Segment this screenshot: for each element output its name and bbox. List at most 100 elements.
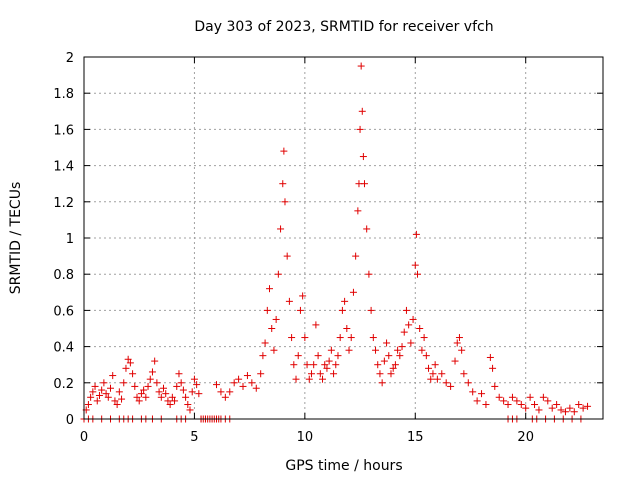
- data-point: [433, 375, 441, 383]
- data-point: [422, 352, 430, 360]
- data-point: [398, 343, 406, 351]
- y-tick-label: 1.2: [53, 196, 74, 211]
- data-point: [387, 370, 395, 378]
- data-point: [402, 306, 410, 314]
- data-point: [193, 381, 201, 389]
- data-point: [179, 386, 187, 394]
- data-point: [301, 334, 309, 342]
- x-tick-label: 15: [407, 430, 424, 445]
- data-point: [115, 388, 123, 396]
- data-point: [347, 334, 355, 342]
- data-point: [451, 357, 459, 365]
- data-point: [391, 361, 399, 369]
- data-point: [252, 384, 260, 392]
- data-point: [137, 390, 145, 398]
- data-point: [489, 364, 497, 372]
- data-point: [129, 370, 137, 378]
- data-point: [283, 252, 291, 260]
- data-point: [175, 370, 183, 378]
- data-point: [575, 401, 583, 409]
- data-point: [213, 381, 221, 389]
- data-point: [500, 397, 508, 405]
- data-point: [111, 397, 119, 405]
- data-point: [279, 180, 287, 188]
- data-point: [164, 397, 172, 405]
- data-point: [162, 390, 170, 398]
- data-point: [95, 391, 103, 399]
- data-point: [310, 361, 318, 369]
- data-point: [427, 375, 435, 383]
- data-point: [221, 393, 229, 401]
- data-point: [84, 401, 92, 409]
- data-point: [166, 401, 174, 409]
- y-tick-label: 1: [66, 232, 74, 247]
- data-point: [365, 270, 373, 278]
- data-point: [321, 361, 329, 369]
- y-tick-label: 1.8: [53, 87, 74, 102]
- data-point: [190, 375, 198, 383]
- data-point: [548, 404, 556, 412]
- data-point: [407, 339, 415, 347]
- data-point: [394, 346, 402, 354]
- data-point: [482, 401, 490, 409]
- data-point: [409, 315, 417, 323]
- y-tick-label: 1.4: [53, 160, 74, 175]
- data-point: [400, 328, 408, 336]
- data-point: [531, 401, 539, 409]
- data-point: [261, 339, 269, 347]
- data-point: [359, 153, 367, 161]
- data-point: [268, 325, 276, 332]
- data-point: [363, 225, 371, 233]
- data-point: [367, 306, 375, 314]
- data-point: [124, 355, 132, 363]
- data-point: [544, 397, 552, 405]
- data-point: [195, 390, 203, 398]
- data-point: [281, 198, 289, 206]
- data-point: [341, 297, 349, 305]
- data-point: [389, 364, 397, 372]
- data-point: [153, 379, 161, 387]
- data-point: [217, 388, 225, 396]
- data-point: [243, 372, 251, 380]
- data-point: [356, 125, 364, 133]
- data-point: [570, 408, 578, 416]
- data-point: [584, 402, 592, 410]
- data-point: [336, 334, 344, 342]
- data-point: [513, 397, 521, 405]
- data-point: [327, 346, 335, 354]
- data-point: [369, 334, 377, 342]
- data-point: [299, 292, 307, 300]
- data-point: [173, 382, 181, 390]
- data-point: [296, 306, 304, 314]
- data-point: [566, 404, 574, 412]
- data-point: [102, 390, 110, 398]
- data-point: [413, 270, 421, 278]
- data-point: [380, 357, 388, 365]
- data-point: [325, 357, 333, 365]
- data-point: [126, 359, 134, 367]
- data-point: [186, 406, 194, 414]
- data-point: [478, 390, 486, 398]
- data-point: [314, 352, 322, 360]
- data-point: [458, 346, 466, 354]
- data-point: [91, 382, 99, 390]
- data-point: [144, 382, 152, 390]
- data-point: [113, 401, 121, 409]
- x-axis-label: GPS time / hours: [285, 458, 402, 474]
- data-point: [274, 270, 282, 278]
- data-point: [372, 346, 380, 354]
- data-point: [323, 364, 331, 372]
- data-point: [239, 382, 247, 390]
- x-tick-label: 5: [190, 430, 198, 445]
- data-point: [358, 107, 366, 115]
- data-point: [539, 393, 547, 401]
- data-point: [338, 306, 346, 314]
- data-point: [486, 353, 494, 361]
- ticks: 00.20.40.60.811.21.41.61.820 5 10 15 20: [53, 51, 603, 445]
- data-point: [385, 352, 393, 360]
- data-point: [495, 393, 503, 401]
- data-point: [104, 393, 112, 401]
- data-point: [319, 375, 327, 383]
